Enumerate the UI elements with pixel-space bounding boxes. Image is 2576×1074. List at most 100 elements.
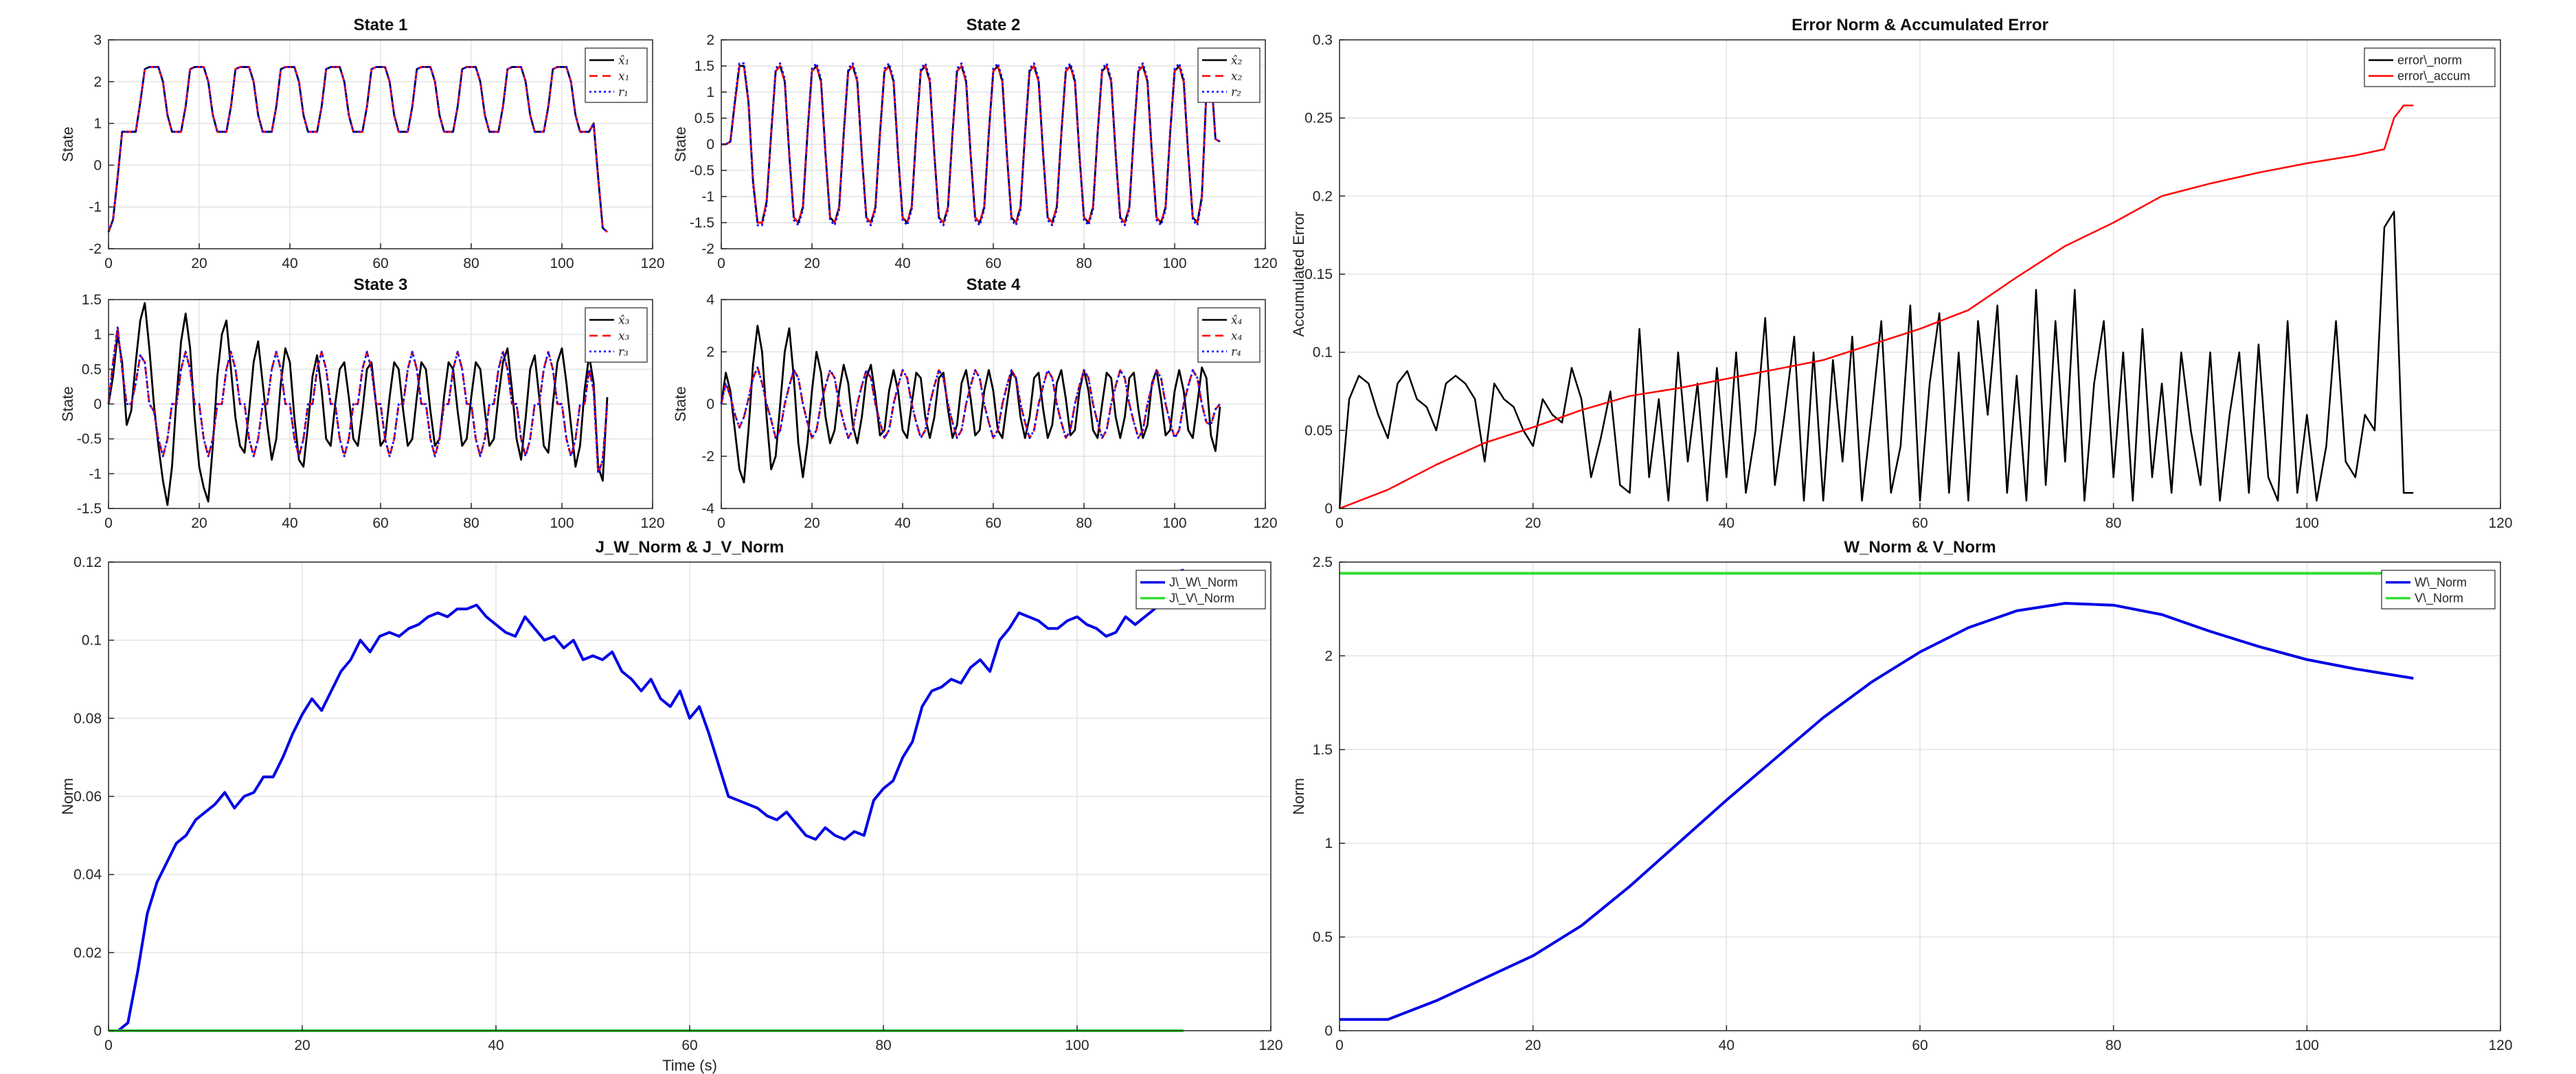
x-tick-label: 120	[640, 515, 664, 531]
legend: W\_Norm V\_Norm	[2381, 570, 2496, 609]
x-tick-label: 20	[804, 515, 820, 531]
series-line-1	[1338, 210, 2414, 509]
x-tick-label: 60	[681, 1038, 697, 1053]
y-tick-label: -1.5	[690, 215, 714, 231]
x-tick-label: 40	[1719, 515, 1735, 531]
x-tick-label: 120	[2488, 515, 2512, 531]
chart-5: 0 20 40 60 80 100 120 0 0.05 0.1 0.15 0.2 0.25 0.3 Err…	[1290, 16, 2513, 531]
y-tick-label: 2	[1324, 648, 1333, 664]
y-tick-label: 4	[706, 292, 714, 308]
y-tick-label: 0.5	[1313, 930, 1333, 946]
y-tick-label: -1	[701, 189, 714, 205]
x-tick-label: 20	[191, 515, 207, 531]
x-tick-label: 60	[1912, 515, 1928, 531]
y-tick-label: 1.5	[82, 292, 102, 308]
legend-box	[1136, 570, 1266, 609]
y-tick-label: 0	[706, 137, 714, 153]
x-tick-label: 0	[1335, 1038, 1344, 1053]
chart-7: 0 20 40 60 80 100 120 0 0.5 1 1.5 2 2.5 W_Norm & V_No…	[1290, 538, 2513, 1053]
x-tick-label: 80	[1076, 256, 1092, 271]
legend-box	[2364, 47, 2496, 87]
x-tick-label: 20	[1525, 515, 1541, 531]
series-line-1	[720, 324, 1221, 484]
chart-6: 0 20 40 60 80 100 120 0 0.02 0.04 0.06 0.08 0.1 0.12 J…	[59, 538, 1283, 1074]
x-tick-label: 100	[550, 515, 574, 531]
x-tick-label: 40	[282, 256, 297, 271]
x-tick-label: 60	[985, 515, 1001, 531]
legend-entry: x̂₄	[1231, 314, 1243, 328]
legend-entry: x̂₁	[618, 54, 629, 68]
y-tick-label: 1	[93, 116, 102, 132]
x-tick-label: 0	[104, 256, 113, 271]
x-tick-label: 40	[894, 256, 910, 271]
x-tick-label: 40	[1719, 1038, 1735, 1053]
legend-entry: r₄	[1231, 346, 1241, 359]
x-tick-label: 0	[104, 515, 113, 531]
y-tick-label: -0.5	[690, 163, 714, 179]
chart-title: Error Norm & Accumulated Error	[1792, 16, 2048, 34]
y-tick-label: 0.5	[694, 111, 714, 126]
y-axis-label: Accumulated Error	[1290, 212, 1307, 337]
y-axis-label: Norm	[59, 778, 76, 815]
y-tick-label: 1	[1324, 836, 1333, 851]
x-tick-label: 0	[1335, 515, 1344, 531]
legend-entry: r₂	[1231, 86, 1241, 100]
x-tick-label: 120	[1253, 515, 1277, 531]
x-tick-label: 60	[372, 515, 388, 531]
legend: x̂₂ x₂ r₂	[1197, 47, 1261, 103]
x-tick-label: 40	[488, 1038, 504, 1053]
series-line-1	[107, 302, 609, 506]
x-tick-label: 80	[2105, 1038, 2121, 1053]
y-tick-label: 0.3	[1313, 32, 1333, 48]
legend-entry: x̂₃	[618, 314, 630, 328]
legend-entry: r₃	[618, 346, 629, 359]
y-axis-label: State	[59, 126, 76, 161]
legend-entry: x̂₂	[1231, 54, 1243, 68]
legend: x̂₁ x₁ r₁	[585, 47, 648, 103]
y-tick-label: 2.5	[1313, 555, 1333, 570]
y-axis-label: State	[59, 386, 76, 421]
y-tick-label: 3	[93, 32, 102, 48]
legend: J\_W\_Norm J\_V\_Norm	[1136, 570, 1266, 609]
legend-entry: W\_Norm	[2415, 576, 2467, 590]
x-tick-label: 100	[550, 256, 574, 271]
y-tick-label: 0.2	[1313, 188, 1333, 204]
x-tick-label: 20	[1525, 1038, 1541, 1053]
x-tick-label: 120	[640, 256, 664, 271]
legend-entry: V\_Norm	[2415, 592, 2463, 606]
legend: x̂₄ x₄ r₄	[1197, 307, 1261, 363]
x-tick-label: 80	[2105, 515, 2121, 531]
x-tick-label: 0	[104, 1038, 113, 1053]
x-tick-label: 0	[717, 515, 725, 531]
y-tick-label: 0.25	[1304, 111, 1333, 126]
series-line-3	[720, 366, 1221, 439]
y-tick-label: 0.05	[1304, 423, 1333, 438]
legend: x̂₃ x₃ r₃	[585, 307, 648, 363]
y-tick-label: 0	[93, 1023, 102, 1039]
legend-box	[2381, 570, 2496, 609]
legend-entry: x₄	[1231, 330, 1243, 344]
y-tick-label: 0.02	[74, 945, 102, 961]
x-tick-label: 120	[2488, 1038, 2512, 1053]
y-tick-label: -2	[701, 241, 714, 257]
chart-4: 0 20 40 60 80 100 120 -4 -2 0 2 4 State 4 State x̂₄ x₄ r…	[672, 276, 1278, 531]
legend-entry: x₂	[1231, 70, 1243, 84]
x-tick-label: 20	[294, 1038, 310, 1053]
x-axis-label: Time (s)	[662, 1057, 717, 1074]
y-tick-label: -0.5	[77, 432, 102, 447]
y-tick-label: 0	[706, 396, 714, 412]
chart-title: J_W_Norm & J_V_Norm	[596, 538, 784, 557]
y-tick-label: 2	[706, 32, 714, 48]
chart-title: State 2	[967, 16, 1021, 34]
series-line-3	[107, 326, 609, 475]
y-tick-label: 0.5	[82, 361, 102, 377]
x-tick-label: 100	[2295, 1038, 2319, 1053]
y-tick-label: 0.15	[1304, 267, 1333, 282]
legend-entry: J\_W\_Norm	[1169, 576, 1238, 590]
x-tick-label: 100	[2295, 515, 2319, 531]
chart-title: State 3	[354, 276, 408, 294]
chart-title: State 1	[354, 16, 408, 34]
x-tick-label: 0	[717, 256, 725, 271]
x-tick-label: 100	[1065, 1038, 1089, 1053]
